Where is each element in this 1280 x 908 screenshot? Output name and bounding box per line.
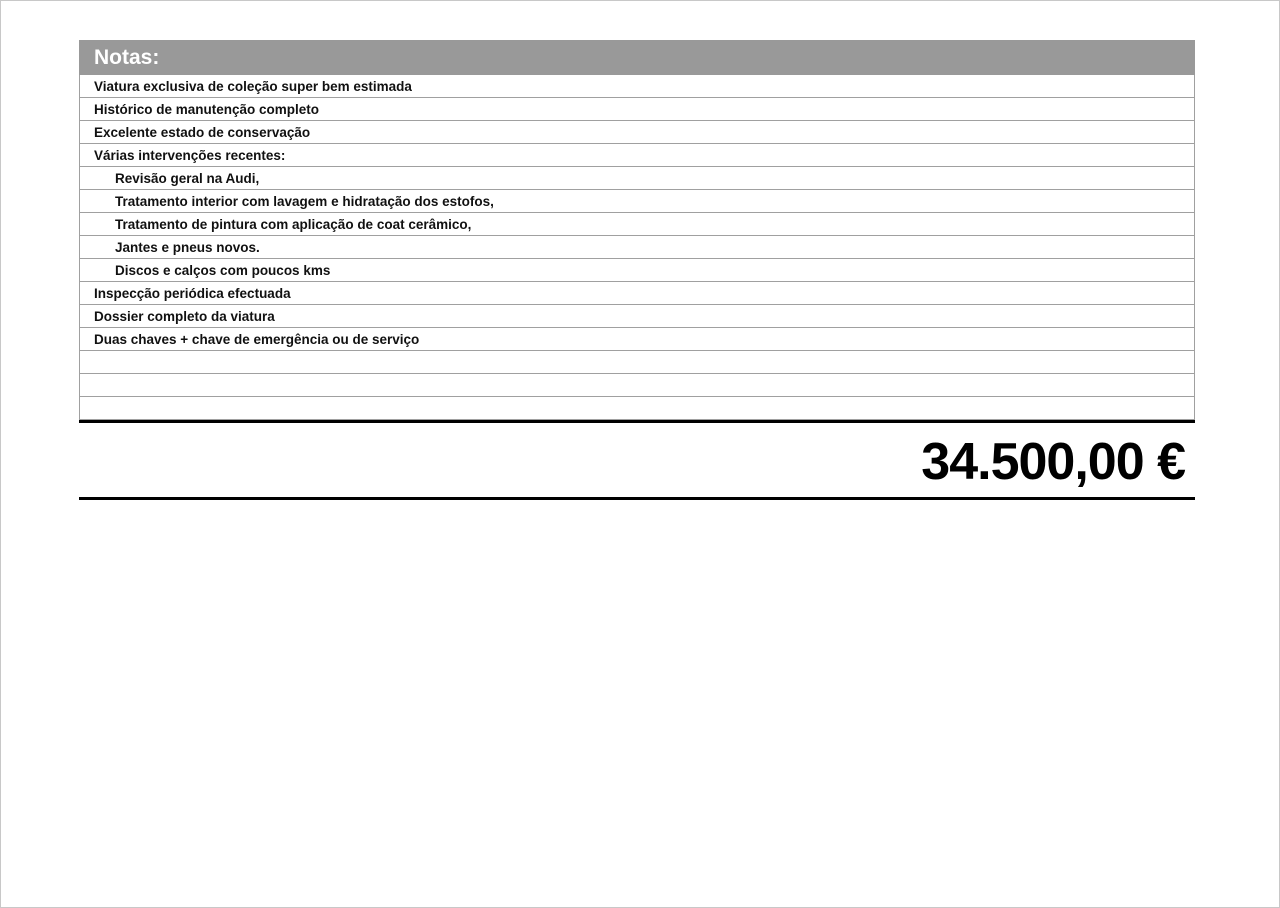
notes-row	[79, 374, 1195, 397]
notes-row: Várias intervenções recentes:	[79, 144, 1195, 167]
notes-row: Duas chaves + chave de emergência ou de …	[79, 328, 1195, 351]
top-rule	[79, 420, 1195, 423]
notes-row: Inspecção periódica efectuada	[79, 282, 1195, 305]
notes-row: Revisão geral na Audi,	[79, 167, 1195, 190]
notes-row: Viatura exclusiva de coleção super bem e…	[79, 75, 1195, 98]
notes-row: Discos e calços com poucos kms	[79, 259, 1195, 282]
notes-row: Tratamento de pintura com aplicação de c…	[79, 213, 1195, 236]
notes-row: Tratamento interior com lavagem e hidrat…	[79, 190, 1195, 213]
notes-row: Excelente estado de conservação	[79, 121, 1195, 144]
price-total: 34.500,00 €	[921, 433, 1186, 491]
notes-row: Jantes e pneus novos.	[79, 236, 1195, 259]
notes-row: Histórico de manutenção completo	[79, 98, 1195, 121]
notes-row	[79, 351, 1195, 374]
bottom-rule	[79, 497, 1195, 500]
notes-row: Dossier completo da viatura	[79, 305, 1195, 328]
notes-table: Notas: Viatura exclusiva de coleção supe…	[79, 40, 1195, 420]
notes-row	[79, 397, 1195, 420]
notes-header: Notas:	[79, 40, 1195, 75]
